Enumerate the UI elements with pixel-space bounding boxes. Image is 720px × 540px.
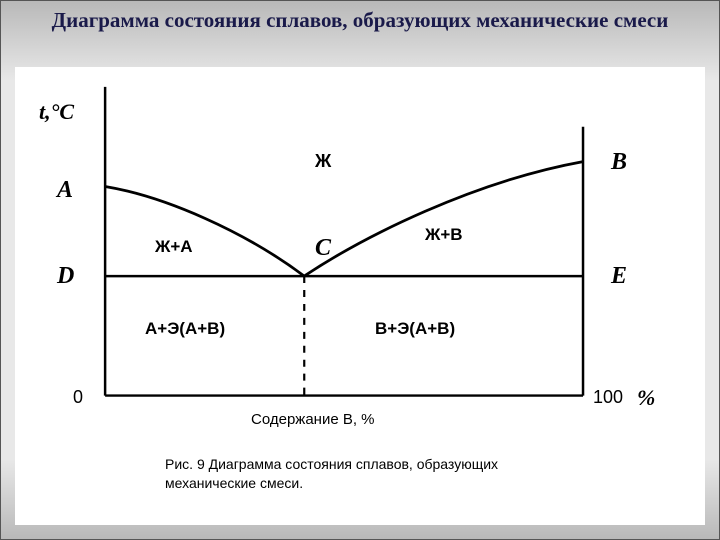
slide: Диаграмма состояния сплавов, образующих … <box>0 0 720 540</box>
region-liquid: Ж <box>315 151 331 172</box>
point-D: D <box>57 263 74 290</box>
x-unit-label: % <box>637 385 655 411</box>
x-max-label: 100 <box>593 387 623 408</box>
x-axis-label: Содержание В, % <box>251 411 375 428</box>
x-origin-label: 0 <box>73 387 83 408</box>
point-C: C <box>315 235 331 262</box>
page-title: Диаграмма состояния сплавов, образующих … <box>1 1 719 33</box>
point-A: A <box>57 177 73 204</box>
region-A-eutectic: А+Э(А+В) <box>145 319 225 339</box>
region-B-eutectic: В+Э(А+В) <box>375 319 455 339</box>
liquidus-left <box>105 186 304 276</box>
point-E: E <box>611 263 627 290</box>
figure-panel: t,°С 0 100 % Содержание В, % A B C D E Ж… <box>15 67 705 525</box>
region-liquid-plus-A: Ж+А <box>155 237 193 257</box>
point-B: B <box>611 149 627 176</box>
liquidus-right <box>304 162 583 277</box>
y-axis-label: t,°С <box>39 99 74 125</box>
region-liquid-plus-B: Ж+В <box>425 225 463 245</box>
figure-caption: Рис. 9 Диаграмма состояния сплавов, обра… <box>165 455 585 493</box>
